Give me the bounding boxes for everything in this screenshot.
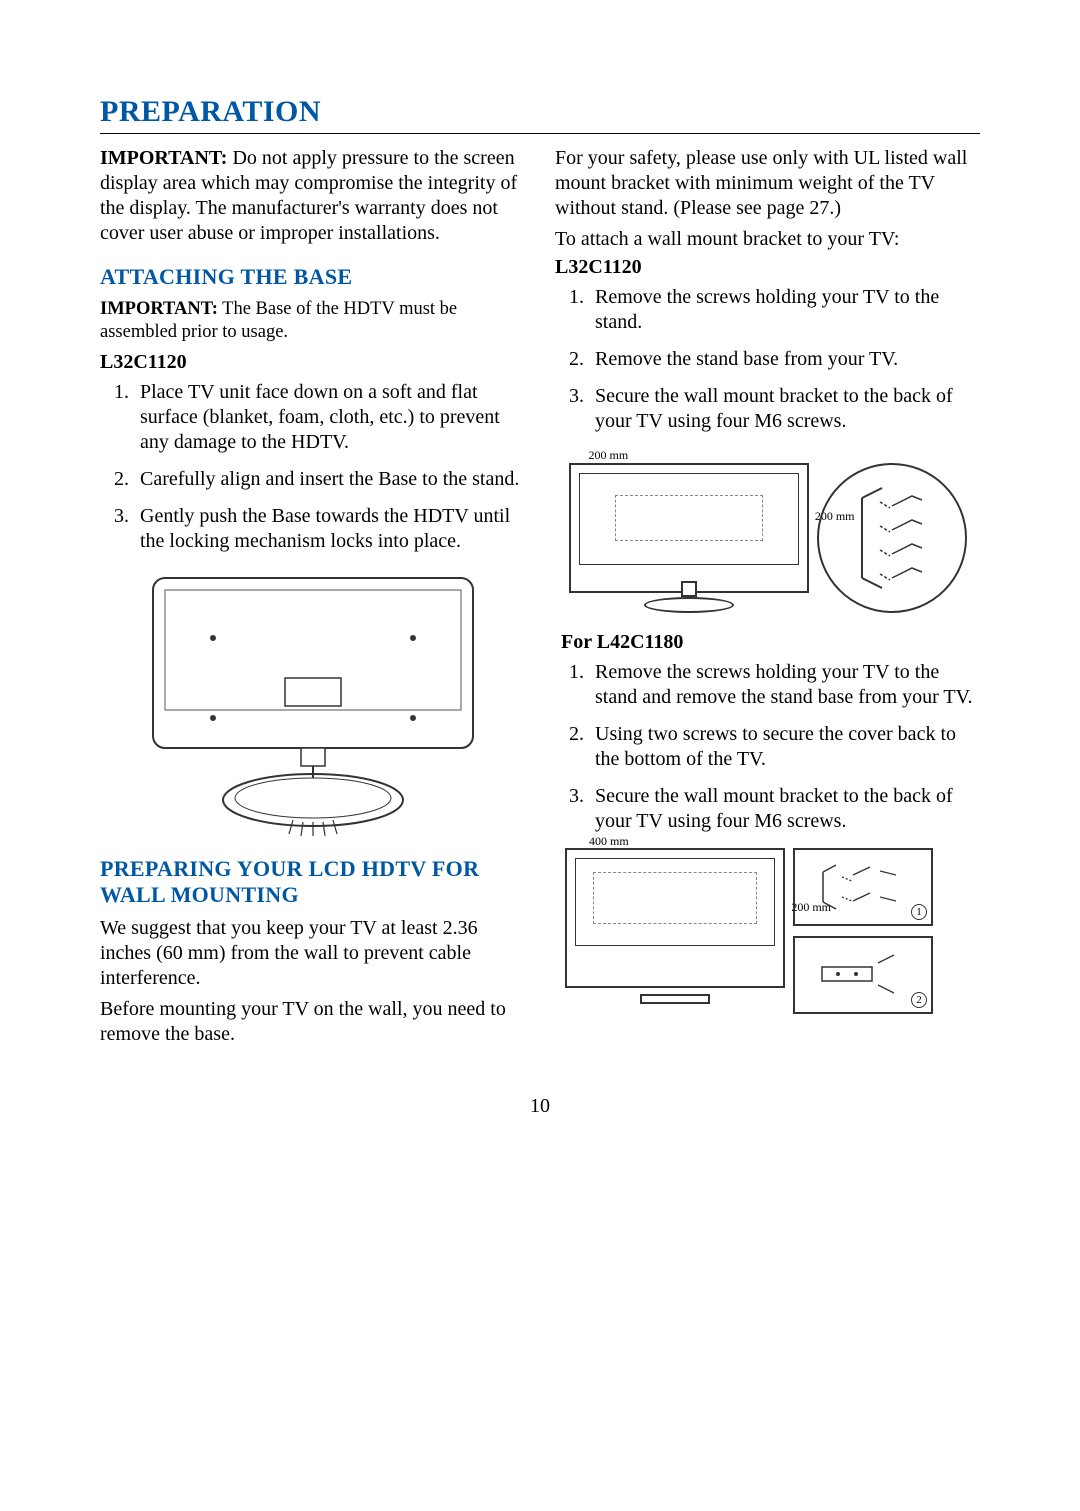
dimension-label: 200 mm	[589, 448, 967, 463]
right-column: For your safety, please use only with UL…	[555, 146, 980, 1061]
tv-back-illustration	[143, 568, 483, 838]
list-item: Remove the screws holding your TV to the…	[589, 660, 980, 710]
two-column-layout: IMPORTANT: Do not apply pressure to the …	[100, 146, 980, 1061]
list-item: Using two screws to secure the cover bac…	[589, 722, 980, 772]
title-divider	[100, 133, 980, 134]
list-item: Secure the wall mount bracket to the bac…	[589, 384, 980, 434]
base-assembly-figure	[100, 568, 525, 838]
list-item: Remove the stand base from your TV.	[589, 347, 980, 372]
bracket-detail-circle	[817, 463, 967, 613]
model-l32-right: L32C1120	[555, 256, 980, 279]
list-item: Carefully align and insert the Base to t…	[134, 467, 525, 492]
list-item: Remove the screws holding your TV to the…	[589, 285, 980, 335]
bracket-detail-2: 2	[793, 936, 933, 1014]
wall-mount-p1: We suggest that you keep your TV at leas…	[100, 916, 525, 991]
dimension-label: 400 mm	[589, 834, 629, 849]
bracket-detail-1: 1	[793, 848, 933, 926]
important-label-2: IMPORTANT:	[100, 299, 218, 319]
tv-front-diagram: 200 mm	[569, 463, 809, 593]
model-l42: For L42C1180	[561, 631, 980, 654]
list-item: Gently push the Base towards the HDTV un…	[134, 504, 525, 554]
tv-42-diagram: 200 mm	[565, 848, 785, 988]
page-number: 10	[100, 1095, 980, 1118]
page-title: PREPARATION	[100, 95, 980, 129]
important-label: IMPORTANT:	[100, 147, 227, 169]
step-badge-1: 1	[911, 904, 927, 920]
model-l32-left: L32C1120	[100, 351, 525, 374]
intro-paragraph: IMPORTANT: Do not apply pressure to the …	[100, 146, 525, 246]
attaching-note: IMPORTANT: The Base of the HDTV must be …	[100, 298, 525, 343]
left-column: IMPORTANT: Do not apply pressure to the …	[100, 146, 525, 1061]
list-item: Secure the wall mount bracket to the bac…	[589, 784, 980, 834]
step-badge-2: 2	[911, 992, 927, 1008]
attaching-steps-list: Place TV unit face down on a soft and fl…	[100, 380, 525, 554]
attaching-base-heading: ATTACHING THE BASE	[100, 264, 525, 290]
safety-paragraph: For your safety, please use only with UL…	[555, 146, 980, 221]
wall-mount-p2: Before mounting your TV on the wall, you…	[100, 997, 525, 1047]
list-item: Place TV unit face down on a soft and fl…	[134, 380, 525, 455]
l32-mount-figure: 200 mm 200 mm	[555, 448, 980, 613]
l42-mount-steps: Remove the screws holding your TV to the…	[555, 660, 980, 834]
l42-mount-figure: 400 mm 200 mm 1	[565, 848, 990, 1014]
l32-mount-steps: Remove the screws holding your TV to the…	[555, 285, 980, 434]
attach-intro: To attach a wall mount bracket to your T…	[555, 227, 980, 252]
wall-mount-heading: PREPARING YOUR LCD HDTV FOR WALL MOUNTIN…	[100, 856, 525, 908]
